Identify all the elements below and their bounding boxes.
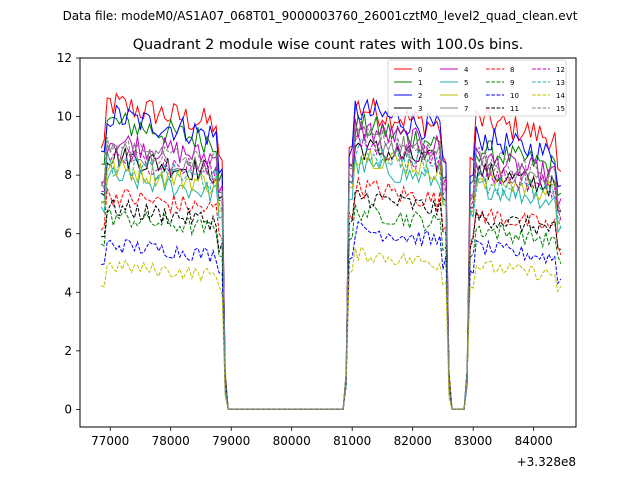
axes-layer: 77000 78000 79000 80000 81000 82000 83000 84000… — [57, 51, 553, 448]
y-tick-label: 4 — [64, 285, 72, 299]
x-tick-label: 78000 — [152, 434, 190, 448]
series-line-12 — [101, 132, 562, 410]
x-tick-label: 81000 — [333, 434, 371, 448]
y-tick-label: 2 — [64, 344, 72, 358]
x-tick-label: 77000 — [91, 434, 129, 448]
legend-label-12: 12 — [556, 66, 565, 74]
plot-frame — [79, 57, 577, 428]
legend-label-2: 2 — [418, 92, 422, 100]
chart-title: Quadrant 2 module wise count rates with … — [133, 37, 524, 53]
y-tick-label: 10 — [57, 110, 72, 124]
legend-label-9: 9 — [510, 79, 514, 87]
series-line-15 — [100, 121, 562, 410]
legend-label-5: 5 — [464, 79, 468, 87]
legend-label-15: 15 — [556, 105, 565, 113]
legend-label-13: 13 — [556, 79, 565, 87]
series-layer — [100, 92, 562, 410]
chart-suptitle: Data file: modeM0/AS1A07_068T01_90000037… — [63, 9, 578, 23]
legend-box — [387, 59, 567, 117]
legend-label-0: 0 — [418, 66, 422, 74]
plot-area — [80, 58, 576, 427]
x-tick-label: 82000 — [394, 434, 432, 448]
series-line-13 — [100, 138, 562, 410]
y-tick-label: 12 — [57, 51, 72, 65]
x-tick-label: 83000 — [454, 434, 492, 448]
legend-label-1: 1 — [418, 79, 422, 87]
legend-label-6: 6 — [464, 92, 469, 100]
legend-label-14: 14 — [556, 92, 565, 100]
x-offset-label: +3.328e8 — [517, 455, 576, 469]
legend-label-8: 8 — [510, 66, 514, 74]
legend-label-4: 4 — [464, 66, 469, 74]
legend-label-7: 7 — [464, 105, 468, 113]
legend-label-10: 10 — [510, 92, 519, 100]
series-line-8 — [100, 177, 562, 410]
y-tick-label: 8 — [64, 168, 72, 182]
legend-label-11: 11 — [510, 105, 519, 113]
y-tick-label: 0 — [64, 402, 72, 416]
x-tick-label: 80000 — [273, 434, 311, 448]
series-line-9 — [100, 203, 562, 410]
x-tick-label: 84000 — [515, 434, 553, 448]
x-tick-label: 79000 — [212, 434, 250, 448]
y-tick-label: 6 — [64, 227, 72, 241]
legend-label-3: 3 — [418, 105, 422, 113]
